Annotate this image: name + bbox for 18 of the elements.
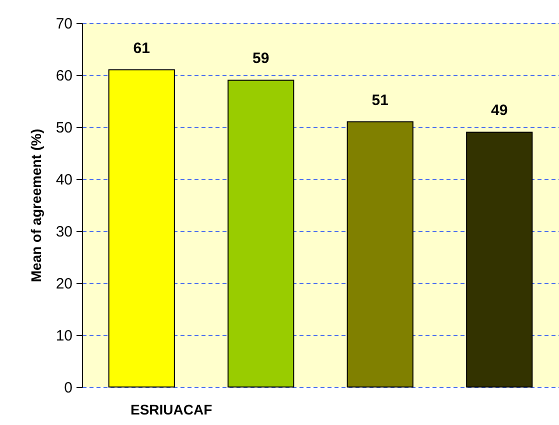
y-tick-label: 40 [56,172,72,188]
y-tick-label: 50 [56,120,72,136]
data-label: 59 [252,50,270,68]
data-label: 61 [133,40,150,57]
bar [108,69,175,388]
y-tick-label: 10 [56,328,72,344]
data-label: 51 [372,92,388,109]
data-label: 49 [491,102,508,120]
y-tick-label: 0 [64,380,72,396]
bar [228,80,294,388]
y-tick-label: 30 [56,224,72,240]
bar [346,121,414,388]
y-tick-label: 70 [56,16,72,32]
x-axis-title: ESRIUACAF [130,402,213,418]
y-tick-label: 20 [56,276,72,292]
y-axis-title: Mean of agreement (%) [28,128,44,282]
bar [466,132,533,388]
y-tick-label: 60 [56,68,72,84]
